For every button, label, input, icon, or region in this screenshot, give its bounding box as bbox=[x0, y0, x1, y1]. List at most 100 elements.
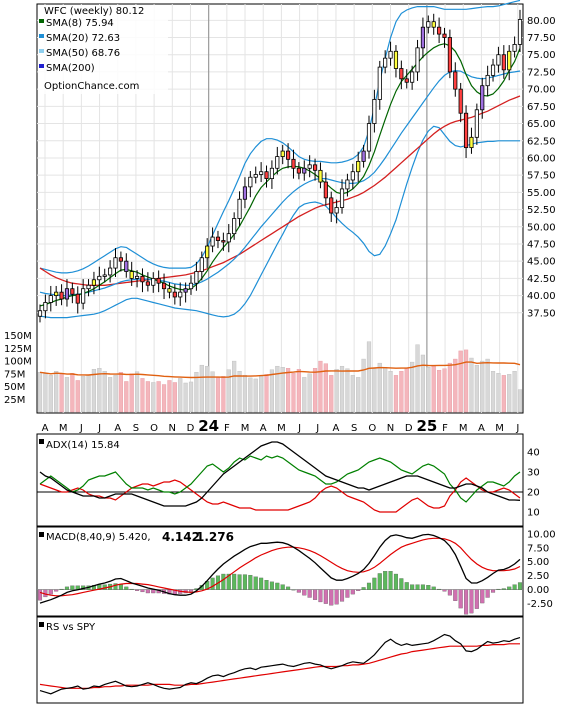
adx-line bbox=[39, 441, 521, 507]
volume-bar bbox=[366, 341, 372, 413]
candle bbox=[334, 199, 339, 224]
macd-hist-bar bbox=[420, 584, 425, 590]
candle bbox=[393, 45, 399, 78]
macd-hist-bar bbox=[232, 573, 237, 590]
candle-body bbox=[312, 164, 318, 171]
macd-value: 4.142 bbox=[162, 530, 200, 544]
volume-bar bbox=[269, 369, 274, 413]
candle-body bbox=[334, 207, 339, 214]
macd-hist-bar bbox=[426, 585, 431, 590]
macd-tick-label: 10.00 bbox=[527, 529, 556, 540]
volume-tick-label: 25M bbox=[4, 395, 25, 406]
candle-body bbox=[86, 284, 91, 290]
x-tick-label: A bbox=[478, 423, 485, 434]
volume-bar bbox=[43, 373, 48, 413]
volume-bar bbox=[404, 368, 409, 413]
candle-body bbox=[183, 288, 188, 293]
macd-hist-bar bbox=[372, 577, 377, 590]
macd-hist-bar bbox=[404, 582, 409, 590]
candle-body bbox=[307, 164, 312, 169]
candle-body bbox=[102, 274, 107, 277]
x-tick-label: S bbox=[133, 423, 139, 434]
candle bbox=[248, 171, 253, 198]
candle-body bbox=[404, 78, 409, 83]
volume-bar bbox=[383, 367, 388, 413]
candle-body bbox=[264, 171, 269, 180]
macd-hist-bar bbox=[431, 586, 436, 590]
candle-body bbox=[280, 150, 285, 157]
moving-averages bbox=[39, 43, 521, 307]
macd-hist-bar bbox=[226, 573, 231, 590]
macd-hist-bar bbox=[356, 589, 361, 591]
rs-panel: RS vs SPY bbox=[36, 616, 524, 704]
candle bbox=[178, 282, 183, 306]
volume-bar bbox=[221, 376, 226, 413]
macd-tick-label: 7.50 bbox=[527, 543, 549, 554]
volume-bar bbox=[97, 368, 102, 413]
candle bbox=[474, 103, 479, 145]
candle bbox=[469, 127, 474, 154]
candle bbox=[113, 248, 118, 278]
price-tick-label: 67.50 bbox=[527, 102, 556, 113]
candle-body bbox=[199, 257, 204, 272]
mdi-line bbox=[39, 477, 521, 513]
macd-hist-bar bbox=[345, 589, 350, 598]
volume-bar bbox=[183, 382, 188, 413]
candle bbox=[453, 62, 458, 97]
candle bbox=[312, 158, 318, 181]
candle bbox=[253, 166, 258, 184]
candle bbox=[64, 279, 70, 307]
macd-hist-bar bbox=[334, 589, 339, 605]
rs-ma-line bbox=[39, 643, 520, 689]
volume-bar bbox=[81, 376, 86, 413]
price-tick-label: 37.50 bbox=[527, 308, 556, 319]
candle-body bbox=[172, 291, 177, 298]
candle bbox=[447, 29, 452, 79]
candle bbox=[221, 232, 226, 251]
candle-body bbox=[453, 71, 458, 90]
macd-tick-label: 2.50 bbox=[527, 571, 549, 582]
candle bbox=[302, 160, 307, 181]
candle bbox=[329, 191, 334, 222]
candle-body bbox=[226, 233, 231, 243]
volume-bar bbox=[37, 372, 43, 413]
macd-panel: 10.00 7.50 5.00 2.50 0.00 -2.50 MACD(8,40,9) … bbox=[36, 526, 556, 617]
macd-hist-bar bbox=[415, 584, 420, 590]
legend-swatch bbox=[39, 19, 44, 23]
candle-body bbox=[151, 277, 156, 286]
rs-panel-frame bbox=[36, 616, 524, 704]
macd-hist-bar bbox=[507, 586, 512, 590]
adx-tick-label: 40 bbox=[527, 448, 540, 459]
candle-body bbox=[458, 88, 463, 114]
volume-bar bbox=[205, 365, 210, 413]
price-tick-label: 40.00 bbox=[527, 291, 556, 302]
macd-hist-bar bbox=[291, 589, 296, 591]
price-tick-label: 50.00 bbox=[527, 222, 556, 233]
legend: WFC (weekly) 80.12 SMA(8) 75.94 SMA(20) 7… bbox=[38, 5, 168, 94]
macd-hist-bar bbox=[129, 588, 134, 590]
candle bbox=[356, 151, 361, 183]
candle-body bbox=[205, 245, 210, 259]
candle bbox=[199, 251, 204, 281]
volume-tick-label: 50M bbox=[4, 382, 25, 393]
adx-tick-label: 10 bbox=[527, 508, 540, 519]
volume-bar bbox=[399, 371, 404, 413]
candle bbox=[194, 261, 199, 291]
macd-hist-bar bbox=[464, 589, 469, 615]
volume-bars bbox=[37, 341, 523, 413]
macd-hist-bar bbox=[124, 586, 129, 590]
candle bbox=[129, 261, 134, 286]
volume-bar bbox=[59, 374, 64, 413]
candle-body bbox=[59, 291, 64, 300]
candle-body bbox=[399, 68, 404, 80]
legend-label: SMA(50) 68.76 bbox=[46, 48, 120, 59]
price-tick-label: 77.50 bbox=[527, 33, 556, 44]
x-tick-label: S bbox=[351, 423, 357, 434]
candle-body bbox=[210, 236, 215, 247]
volume-bar bbox=[388, 371, 393, 413]
macd-hist-bar bbox=[280, 584, 285, 590]
candle-body bbox=[410, 71, 415, 83]
candle bbox=[318, 162, 323, 189]
volume-bar bbox=[215, 377, 221, 413]
candle bbox=[151, 272, 156, 293]
